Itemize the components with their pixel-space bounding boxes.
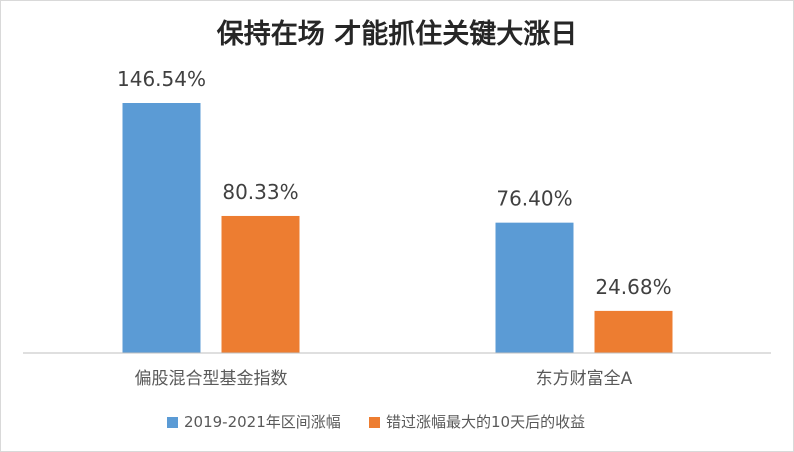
- category-label-1: 偏股混合型基金指数: [135, 369, 288, 389]
- chart-title: 保持在场 才能抓住关键大涨日: [216, 18, 577, 50]
- value-labels-group: 146.54% 76.40% 80.33% 24.68%: [117, 67, 672, 299]
- data-label-series-2-cat-1: 80.33%: [222, 180, 298, 204]
- data-label-series-1-cat-2: 76.40%: [496, 187, 572, 211]
- bar-series-2-cat-1: [221, 215, 300, 353]
- legend-swatch-series-2: [369, 417, 380, 428]
- data-label-series-1-cat-1: 146.54%: [117, 67, 206, 91]
- legend: 2019-2021年区间涨幅 错过涨幅最大的10天后的收益: [167, 413, 585, 431]
- category-label-2: 东方财富全A: [536, 369, 633, 389]
- legend-swatch-series-1: [167, 417, 178, 428]
- data-label-series-2-cat-2: 24.68%: [595, 275, 671, 299]
- legend-label-series-2: 错过涨幅最大的10天后的收益: [386, 413, 585, 431]
- bar-series-1-cat-1: [122, 103, 201, 353]
- legend-label-series-1: 2019-2021年区间涨幅: [184, 413, 341, 431]
- bar-series-1-cat-2: [495, 222, 574, 353]
- bar-series-2-cat-2: [594, 310, 673, 353]
- bars-group: [122, 103, 673, 353]
- category-labels-group: 偏股混合型基金指数 东方财富全A: [135, 369, 633, 389]
